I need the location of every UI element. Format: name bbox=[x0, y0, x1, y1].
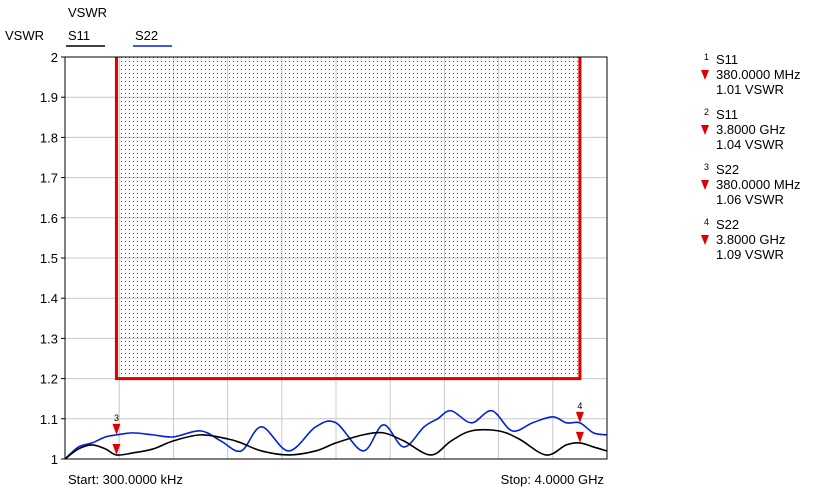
marker-2-triangle bbox=[575, 431, 584, 443]
limit-fill bbox=[116, 57, 580, 379]
marker-trace: S11 bbox=[716, 107, 739, 122]
marker-triangle-icon bbox=[701, 70, 709, 80]
marker-frequency: 3.8000 GHz bbox=[716, 122, 786, 137]
marker-3-label: 3 bbox=[114, 413, 119, 423]
marker-trace: S22 bbox=[716, 162, 740, 177]
y-tick-label: 1.7 bbox=[40, 171, 58, 186]
marker-frequency: 380.0000 MHz bbox=[716, 67, 801, 82]
y-tick-label: 1.8 bbox=[40, 130, 58, 145]
marker-frequency: 380.0000 MHz bbox=[716, 177, 801, 192]
marker-triangle-icon bbox=[701, 125, 709, 135]
y-ticks: 1 1.1 1.2 1.3 1.4 1.5 1.6 1.7 1.8 1.9 2 bbox=[40, 50, 65, 467]
marker-readout-3: 3 S22 380.0000 MHz 1.06 VSWR bbox=[680, 162, 801, 207]
marker-value: 1.09 VSWR bbox=[716, 247, 784, 262]
marker-readout-2: 2 S11 3.8000 GHz 1.04 VSWR bbox=[680, 107, 801, 152]
legend-entry-s22: S22 bbox=[135, 28, 158, 43]
limit-line bbox=[114, 57, 582, 381]
chart-title: VSWR bbox=[68, 5, 107, 20]
y-tick-label: 1.4 bbox=[40, 291, 58, 306]
marker-triangle-icon bbox=[701, 180, 709, 190]
marker-trace: S22 bbox=[716, 217, 740, 232]
y-axis-label: VSWR bbox=[5, 28, 44, 43]
marker-4-triangle bbox=[575, 411, 584, 423]
marker-number: 1 bbox=[704, 52, 710, 62]
series-line-s11 bbox=[64, 428, 608, 460]
y-tick-label: 2 bbox=[51, 50, 58, 65]
marker-value: 1.06 VSWR bbox=[716, 192, 784, 207]
y-tick-label: 1.5 bbox=[40, 251, 58, 266]
marker-number: 3 bbox=[704, 162, 710, 172]
start-label: Start: 300.0000 kHz bbox=[68, 472, 183, 487]
traces bbox=[64, 409, 608, 460]
y-tick-label: 1.2 bbox=[40, 372, 58, 387]
marker-number: 4 bbox=[704, 217, 710, 227]
y-tick-label: 1.1 bbox=[40, 412, 58, 427]
legend: S11 S22 bbox=[66, 28, 172, 47]
marker-readout-1: 1 S11 380.0000 MHz 1.01 VSWR bbox=[680, 52, 801, 97]
marker-list: 1 S11 380.0000 MHz 1.01 VSWR 2 S11 3.8000 GHz 1… bbox=[680, 52, 801, 272]
limit-region bbox=[114, 57, 582, 381]
y-tick-label: 1.9 bbox=[40, 90, 58, 105]
marker-value: 1.01 VSWR bbox=[716, 82, 784, 97]
marker-value: 1.04 VSWR bbox=[716, 137, 784, 152]
y-tick-label: 1.6 bbox=[40, 211, 58, 226]
plot-frame bbox=[64, 56, 608, 460]
marker-trace: S11 bbox=[716, 52, 739, 67]
marker-1-triangle bbox=[112, 443, 121, 455]
marker-frequency: 3.8000 GHz bbox=[716, 232, 786, 247]
marker-3-triangle bbox=[112, 423, 121, 435]
marker-triangle-icon bbox=[701, 235, 709, 245]
legend-entry-s11: S11 bbox=[68, 28, 90, 43]
marker-readout-4: 4 S22 3.8000 GHz 1.09 VSWR bbox=[680, 217, 801, 262]
marker-number: 2 bbox=[704, 107, 710, 117]
marker-4-label: 4 bbox=[577, 401, 582, 411]
y-tick-label: 1 bbox=[51, 452, 58, 467]
y-tick-label: 1.3 bbox=[40, 331, 58, 346]
markers: 34 bbox=[112, 401, 584, 455]
stop-label: Stop: 4.0000 GHz bbox=[501, 472, 604, 487]
